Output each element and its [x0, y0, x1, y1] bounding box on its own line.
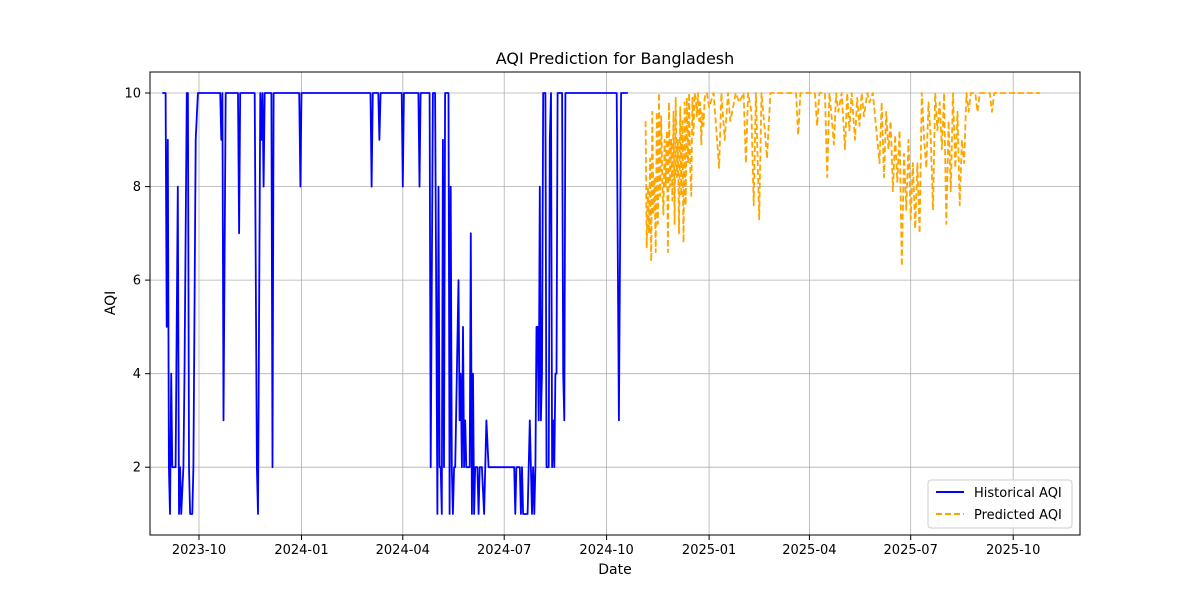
x-tick-label: 2024-01: [274, 543, 328, 558]
y-tick-label: 8: [133, 180, 141, 195]
x-tick-label: 2025-04: [782, 543, 836, 558]
x-tick-label: 2024-10: [579, 543, 633, 558]
y-axis-ticks: 2 4 6 8 10: [124, 87, 150, 476]
plot-frame: [149, 71, 1081, 536]
legend: Historical AQI Predicted AQI: [927, 479, 1073, 529]
x-tick-label: 2025-10: [986, 543, 1040, 558]
x-tick-label: 2025-07: [884, 543, 938, 558]
x-axis-label: Date: [598, 562, 631, 578]
y-tick-label: 4: [133, 367, 141, 382]
y-tick-label: 10: [124, 87, 141, 102]
legend-predicted-label: Predicted AQI: [974, 508, 1062, 523]
x-tick-label: 2024-04: [376, 543, 430, 558]
y-axis-label: AQI: [103, 291, 119, 315]
predicted-aqi-line: [644, 92, 1040, 267]
x-axis-ticks: 2023-10 2024-01 2024-04 2024-07 2024-10 2025-…: [172, 535, 1040, 558]
historical-aqi-line: [162, 92, 628, 515]
chart-title: AQI Prediction for Bangladesh: [496, 49, 735, 68]
x-tick-label: 2025-01: [682, 543, 736, 558]
legend-historical-label: Historical AQI: [974, 486, 1062, 501]
y-tick-label: 2: [133, 461, 141, 476]
x-tick-label: 2024-07: [477, 543, 531, 558]
y-tick-label: 6: [133, 274, 141, 289]
plot-lines: [162, 92, 1040, 515]
x-tick-label: 2023-10: [172, 543, 226, 558]
